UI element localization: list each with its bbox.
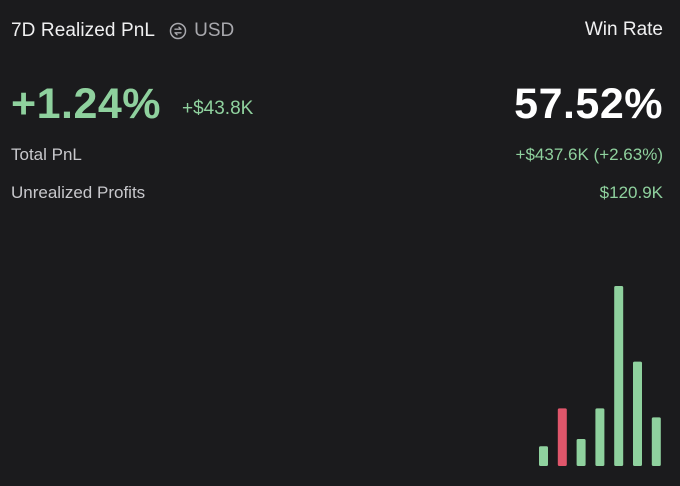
header-left: 7D Realized PnL USD <box>11 19 234 43</box>
daily-pnl-bar-chart <box>539 286 661 466</box>
chart-bar <box>614 286 624 466</box>
total-pnl-label: Total PnL <box>11 145 82 164</box>
swap-circle-icon[interactable] <box>169 22 187 40</box>
chart-bar <box>557 408 567 466</box>
realized-pnl-percent: +1.24% <box>11 80 162 128</box>
win-rate-value: 57.52% <box>514 80 663 128</box>
total-pnl-value: +$437.6K (+2.63%) <box>515 145 663 164</box>
unrealized-profits-label: Unrealized Profits <box>11 183 146 202</box>
chart-bar <box>539 446 548 466</box>
chart-bar <box>576 439 586 466</box>
chart-bar <box>595 408 605 466</box>
realized-pnl-amount: +$43.8K <box>182 98 254 119</box>
page-title: 7D Realized PnL <box>11 20 156 41</box>
chart-bar <box>633 361 642 466</box>
currency-label[interactable]: USD <box>194 20 235 41</box>
currency-toggle[interactable]: USD <box>169 20 234 42</box>
win-rate-label: Win Rate <box>584 19 663 40</box>
chart-bar <box>651 417 661 466</box>
unrealized-profits-value: $120.9K <box>599 183 663 202</box>
